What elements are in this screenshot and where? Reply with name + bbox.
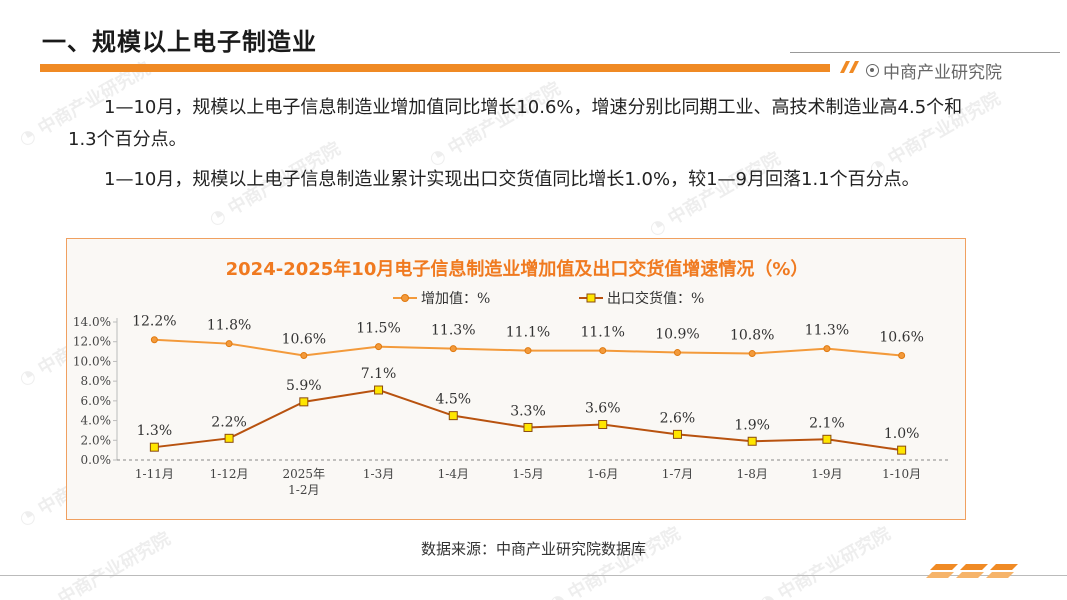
footer-stripes-icon <box>926 564 1018 578</box>
data-label-export: 1.3% <box>137 423 173 439</box>
x-tick-label: 1-10月 <box>882 467 921 481</box>
data-label-value-added: 11.1% <box>580 325 624 341</box>
data-label-export: 2.2% <box>211 414 247 430</box>
data-point-export <box>598 420 608 430</box>
title-divider <box>790 52 1060 53</box>
data-label-value-added: 11.1% <box>506 325 550 341</box>
data-point-export <box>672 429 682 439</box>
data-point-value-added <box>898 352 906 360</box>
data-point-value-added <box>375 343 383 351</box>
y-tick-label: 0.0% <box>81 453 112 467</box>
data-point-value-added <box>150 336 158 344</box>
legend-label-value-added: 增加值：% <box>421 291 490 307</box>
data-point-export <box>897 445 907 455</box>
data-point-value-added <box>673 349 681 357</box>
brand-logo-icon <box>866 64 879 77</box>
page-title: 一、规模以上电子制造业 <box>42 28 317 56</box>
y-tick-label: 10.0% <box>73 354 111 368</box>
data-point-value-added <box>599 347 607 355</box>
y-tick-label: 6.0% <box>81 394 112 408</box>
data-label-value-added: 11.3% <box>805 323 849 339</box>
data-point-value-added <box>748 350 756 358</box>
paragraph-export: 1—10月，规模以上电子信息制造业累计实现出口交货值同比增长1.0%，较1—9月… <box>104 169 920 190</box>
data-point-value-added <box>524 347 532 355</box>
data-point-export <box>448 411 458 421</box>
title-accent-bar <box>40 64 830 72</box>
legend-label-export: 出口交货值：% <box>607 290 704 307</box>
legend-marker-value-added <box>401 294 409 302</box>
line-chart: 2024-2025年10月电子信息制造业增加值及出口交货值增速情况（%） 增加值：… <box>73 258 949 497</box>
x-tick-label: 1-9月 <box>811 467 842 481</box>
data-label-export: 2.6% <box>660 410 696 426</box>
chart-container: 2024-2025年10月电子信息制造业增加值及出口交货值增速情况（%） 增加值：… <box>66 238 966 520</box>
data-label-value-added: 11.3% <box>431 323 475 339</box>
data-label-value-added: 10.8% <box>730 328 774 344</box>
brand-name: 中商产业研究院 <box>883 63 1002 83</box>
data-point-export <box>149 442 159 452</box>
data-label-value-added: 11.5% <box>356 321 400 337</box>
data-label-export: 7.1% <box>361 366 397 382</box>
y-tick-label: 2.0% <box>81 433 112 447</box>
data-point-value-added <box>823 345 831 353</box>
paragraph-value-added: 1—10月，规模以上电子信息制造业增加值同比增长10.6%，增速分别比同期工业、… <box>68 97 963 150</box>
data-point-export <box>374 385 384 395</box>
data-label-value-added: 10.9% <box>655 327 699 343</box>
x-tick-label: 1-5月 <box>512 467 543 481</box>
data-label-value-added: 11.8% <box>207 318 251 334</box>
slash-decoration-icon <box>840 61 859 73</box>
chart-title: 2024-2025年10月电子信息制造业增加值及出口交货值增速情况（%） <box>226 258 809 280</box>
legend-marker-export <box>586 293 596 303</box>
x-tick-label: 1-3月 <box>363 467 394 481</box>
data-point-export <box>747 436 757 446</box>
data-label-value-added: 10.6% <box>879 330 923 346</box>
watermark: ◔ 中商产业研究院 <box>755 523 895 600</box>
data-point-export <box>299 397 309 407</box>
x-tick-label: 1-4月 <box>438 467 469 481</box>
data-label-export: 1.0% <box>884 426 920 442</box>
data-label-export: 3.3% <box>510 403 546 419</box>
data-point-export <box>224 433 234 443</box>
data-point-value-added <box>300 352 308 360</box>
data-label-export: 5.9% <box>286 378 322 394</box>
x-tick-label: 1-6月 <box>587 467 618 481</box>
brand: 中商产业研究院 <box>866 58 1002 83</box>
x-tick-label: 1-7月 <box>662 467 693 481</box>
x-tick-label: 2025年 <box>283 467 326 481</box>
data-point-value-added <box>225 340 233 348</box>
data-point-value-added <box>449 345 457 353</box>
data-source: 数据来源：中商产业研究院数据库 <box>420 540 646 558</box>
x-tick-label: 1-12月 <box>210 467 249 481</box>
data-label-value-added: 10.6% <box>282 332 326 348</box>
data-label-export: 4.5% <box>435 392 471 408</box>
data-point-export <box>523 422 533 432</box>
data-label-value-added: 12.2% <box>132 314 176 330</box>
footer-divider <box>0 575 1067 576</box>
data-label-export: 1.9% <box>734 417 770 433</box>
y-tick-label: 4.0% <box>81 414 112 428</box>
x-tick-label: 1-2月 <box>288 483 319 497</box>
x-tick-label: 1-8月 <box>737 467 768 481</box>
data-point-export <box>822 434 832 444</box>
y-tick-label: 8.0% <box>81 374 112 388</box>
data-label-export: 3.6% <box>585 401 621 417</box>
y-tick-label: 12.0% <box>73 335 111 349</box>
y-tick-label: 14.0% <box>73 315 111 329</box>
x-tick-label: 1-11月 <box>135 467 174 481</box>
watermark: ◔ 中商产业研究院 <box>35 528 175 600</box>
data-label-export: 2.1% <box>809 415 845 431</box>
watermark: ◔ 中商产业研究院 <box>545 523 685 600</box>
series-line-export <box>154 388 902 452</box>
